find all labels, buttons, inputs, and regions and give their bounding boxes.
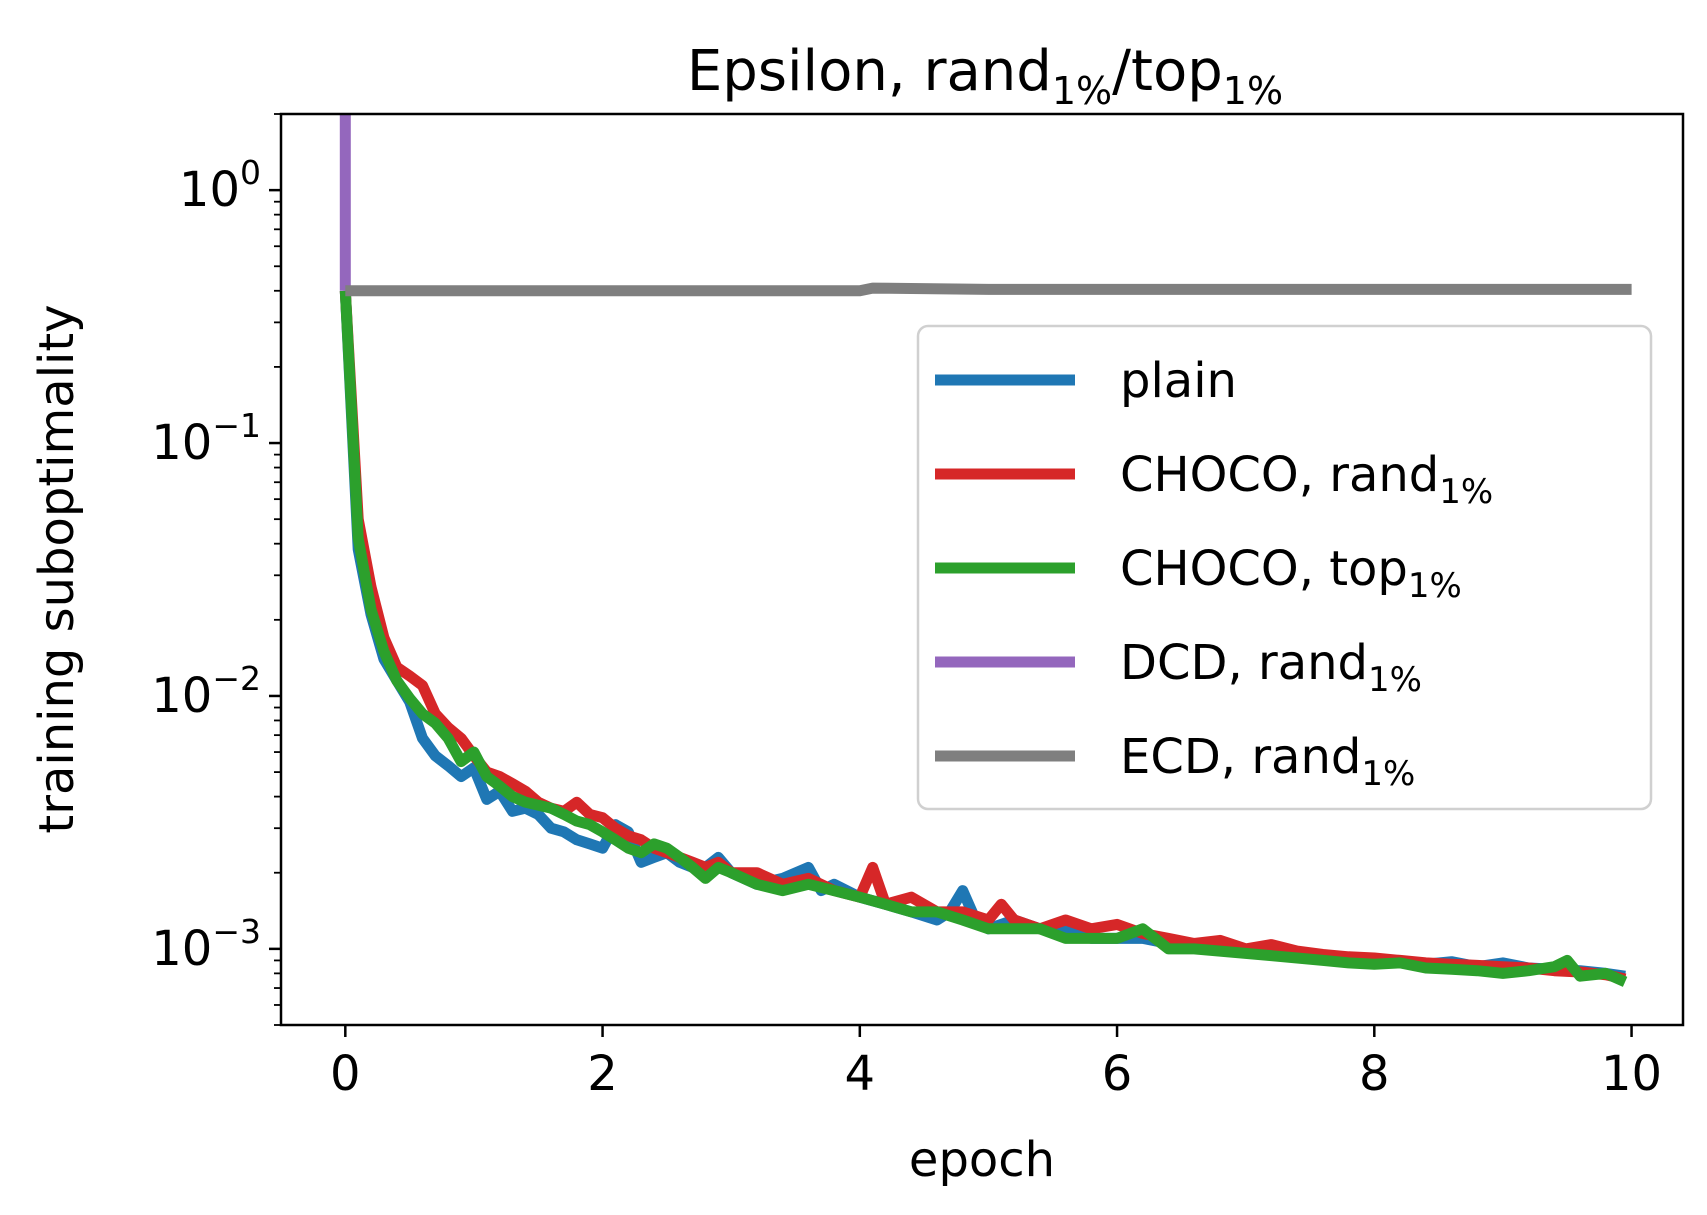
y-tick-label: 10−2 <box>151 659 261 724</box>
plot-frame <box>279 112 1685 1027</box>
x-tick-label: 10 <box>1601 1046 1662 1102</box>
series-layer <box>339 114 1632 987</box>
legend-label-4: ECD, rand1% <box>1120 729 1415 794</box>
legend-label-0: plain <box>1120 353 1237 409</box>
legend-label-3: DCD, rand1% <box>1120 635 1422 700</box>
series-line-2 <box>339 290 1628 987</box>
legend-label-1: CHOCO, rand1% <box>1120 447 1493 512</box>
x-tick-label: 2 <box>587 1046 618 1102</box>
x-tick-label: 0 <box>330 1046 361 1102</box>
y-axis: 100 10−1 10−2 10−3 <box>151 113 281 1026</box>
y-tick-label: 100 <box>179 153 261 218</box>
y-tick-label: 10−3 <box>151 912 261 977</box>
x-tick-label: 4 <box>845 1046 876 1102</box>
x-axis-label: epoch <box>909 1132 1055 1188</box>
chart-title: Epsilon, rand1%/top1% <box>687 39 1283 113</box>
x-tick-label: 6 <box>1102 1046 1133 1102</box>
y-tick-label: 10−1 <box>151 406 261 471</box>
legend-box <box>916 324 1653 811</box>
y-axis-label: training suboptimality <box>29 304 85 833</box>
legend-label-2: CHOCO, top1% <box>1120 541 1462 606</box>
x-tick-label: 8 <box>1359 1046 1390 1102</box>
series-line-4 <box>345 282 1632 297</box>
legend: plain CHOCO, rand1% CHOCO, top1% DCD, rand1… <box>916 324 1653 811</box>
x-axis: 0 2 4 6 8 10 <box>330 1025 1662 1102</box>
